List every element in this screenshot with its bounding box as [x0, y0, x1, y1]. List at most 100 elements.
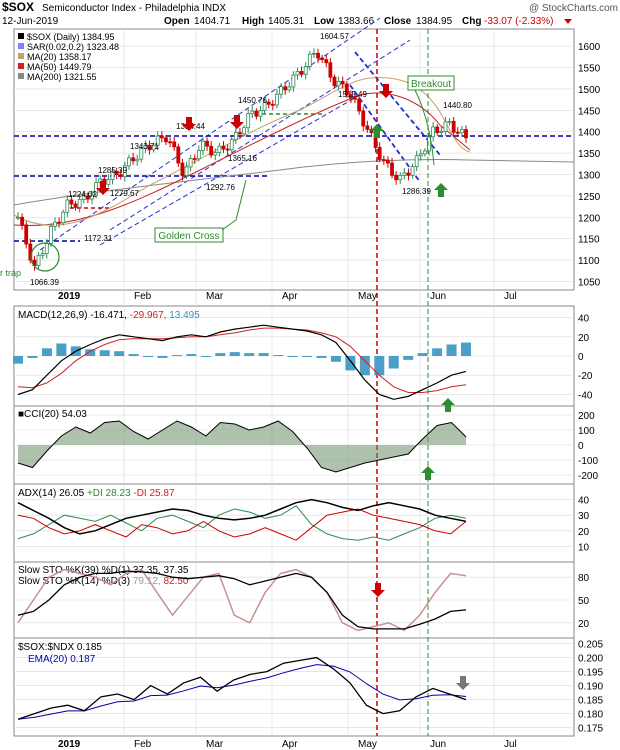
macd-histogram-bar — [359, 356, 370, 376]
macd-histogram-bar — [157, 356, 168, 358]
candle-body — [394, 174, 399, 181]
candle-body — [369, 128, 374, 134]
macd-histogram-bar — [258, 353, 269, 356]
legend-entry: MA(50) 1449.79 — [27, 62, 92, 72]
downtrend-lower — [349, 84, 421, 183]
ratio-ema-label: EMA(20) 0.187 — [28, 654, 96, 665]
candle-body — [254, 110, 259, 117]
candle-body — [90, 194, 94, 200]
golden-cross-box — [154, 227, 224, 243]
candle-body — [135, 158, 140, 162]
y-tick-label: 1250 — [578, 192, 601, 203]
candle-body — [20, 216, 25, 226]
candle-body — [184, 166, 189, 176]
candle-body — [192, 158, 197, 160]
legend-entry: $SOX (Daily) 1384.95 — [27, 32, 115, 42]
candle-body — [414, 155, 419, 168]
y-tick-label: 1450 — [578, 106, 601, 117]
candle-body — [275, 93, 279, 106]
candle-body — [443, 121, 448, 132]
chg-down-icon — [564, 19, 572, 24]
candle-body — [422, 150, 427, 155]
x-tick-label-top: Mar — [206, 291, 224, 302]
candle-body — [266, 101, 271, 105]
candle-body — [172, 141, 177, 148]
y-tick-label: 40 — [578, 314, 590, 325]
candle-body — [340, 80, 345, 85]
candle-body — [155, 135, 160, 146]
candle-body — [118, 174, 123, 177]
ann-1604: 1604.57 — [320, 32, 349, 41]
candle-body — [320, 57, 325, 60]
macd-histogram-bar — [403, 356, 414, 360]
candle-body — [127, 157, 131, 167]
ratio-ema-line — [17, 664, 467, 720]
cci-icon: ■ — [18, 409, 24, 420]
ann-1172: 1172.31 — [84, 234, 113, 243]
channel-upper — [39, 17, 381, 251]
cci-panel — [17, 420, 467, 473]
macd-histogram-bar — [330, 356, 341, 362]
ann-1450: 1450.76 — [238, 96, 267, 105]
up-arrow-icon — [441, 398, 455, 412]
candle-body — [336, 80, 341, 87]
header-date: 12-Jun-2019 — [2, 16, 59, 27]
candle-body — [242, 127, 246, 135]
macd-histogram-bar — [85, 349, 96, 356]
ann-1292: 1292.76 — [206, 183, 235, 192]
macd-line — [17, 324, 467, 400]
candle-body — [312, 52, 316, 55]
candle-body — [324, 59, 329, 64]
candle-body — [357, 98, 362, 112]
ratio-panel-frame — [13, 637, 575, 737]
x-tick-label-top: Jul — [504, 291, 517, 302]
macd-histogram-bar — [287, 356, 298, 357]
macd-histogram-bar — [461, 342, 471, 356]
candle-body — [316, 52, 320, 59]
copyright: @ StockCharts.com — [529, 3, 618, 14]
candle-body — [332, 76, 337, 87]
price-candles — [16, 48, 468, 271]
macd-histogram-bar — [56, 343, 67, 356]
candle-body — [390, 162, 394, 176]
adx-line — [17, 498, 467, 535]
y-tick-label: 100 — [578, 426, 595, 437]
candle-body — [455, 131, 460, 134]
x-tick-label-bottom: May — [358, 739, 377, 750]
sto1-label: Slow STO %K(39) %D(1) 37.35, 37.35 — [18, 565, 189, 576]
candle-body — [258, 110, 263, 117]
up-arrow-icon — [421, 466, 435, 480]
ann-1343: 1343.71 — [130, 142, 159, 151]
y-tick-label: 0 — [578, 352, 584, 363]
high-label: High — [242, 16, 264, 27]
main-price-panel: Breakout Golden Cross r trap 1604.57 151… — [0, 17, 575, 736]
candle-body — [225, 148, 230, 151]
candle-body — [291, 74, 296, 88]
candle-body — [435, 126, 440, 133]
legend-entry: MA(20) 1358.17 — [27, 52, 92, 62]
downtrend-upper — [354, 51, 441, 156]
ratio-label: $SOX:$NDX 0.185 — [18, 642, 102, 653]
adx-panel — [17, 498, 467, 541]
macd-histogram-bar — [417, 353, 428, 356]
breakout-pointer — [414, 89, 435, 166]
plus-di-line — [17, 505, 467, 541]
candle-body — [262, 101, 267, 111]
legend-swatch — [18, 73, 24, 79]
candle-body — [188, 158, 193, 168]
candle-body — [139, 147, 144, 160]
y-tick-label: 1100 — [578, 256, 600, 267]
adx-label: ADX(14) 26.05 +DI 28.23 -DI 25.87 — [18, 488, 175, 499]
x-tick-label-bottom: Jun — [430, 739, 446, 750]
candle-body — [287, 86, 292, 91]
y-tick-label: -20 — [578, 371, 593, 382]
candle-body — [307, 53, 312, 67]
ma20-line — [13, 77, 471, 226]
candle-body — [213, 152, 218, 156]
candle-body — [410, 166, 415, 176]
y-tick-label: -200 — [578, 471, 598, 482]
up-arrow-icon — [434, 183, 448, 197]
candle-body — [77, 199, 82, 208]
